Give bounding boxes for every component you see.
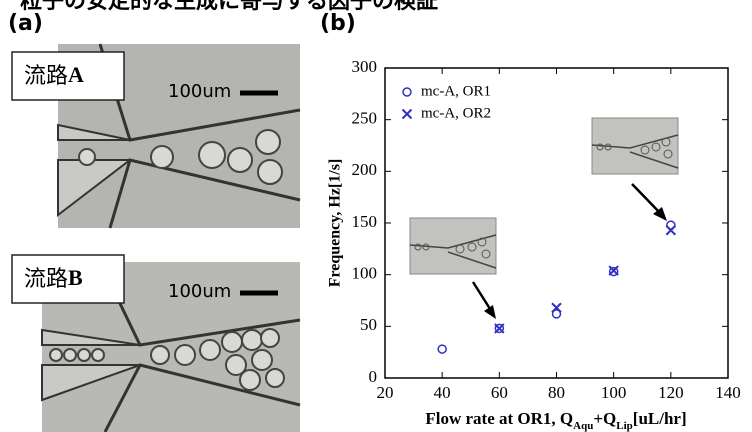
x-tick-label: 80 [548,383,565,402]
chart: Frequency, Hz[1/s] Flow rate at OR1, QAq… [327,57,741,432]
scale-label: 100um [168,281,231,302]
x-tick-label: 40 [434,383,451,402]
y-tick-label: 300 [352,57,378,76]
panel-label: (b) [320,11,356,36]
marker [665,225,677,236]
y-tick-label: 200 [352,160,378,179]
y-tick-label: 50 [360,315,377,334]
x-axis-label: Flow rate at OR1, QAqu+QLip[uL/hr] [425,409,686,432]
x-tick-label: 140 [715,383,741,402]
marker [494,323,505,334]
y-tick-label: 250 [352,109,378,128]
image-label: 流路B [24,265,83,292]
y-tick-label: 0 [369,367,378,386]
x-tick-label: 100 [601,383,627,402]
panel-label: (a) [8,11,43,36]
x-tick-label: 120 [658,383,684,402]
image-label: 流路A [24,62,84,89]
legend-label: mc-A, OR1 [421,83,491,99]
x-tick-label: 20 [377,383,394,402]
marker [608,266,619,277]
label-box [11,254,125,304]
y-tick-label: 150 [352,212,378,231]
micrograph [57,43,301,229]
legend-marker [401,108,413,120]
x-tick-label: 60 [491,383,508,402]
y-axis-label: Frequency, Hz[1/s] [327,159,344,288]
marker [551,309,562,319]
scale-label: 100um [168,81,231,102]
marker [437,344,447,354]
inset-image [591,117,679,221]
y-tick-label: 100 [352,264,378,283]
marker [608,265,619,276]
legend-marker [402,87,412,97]
legend-label: mc-A, OR2 [421,105,491,121]
marker [551,302,562,313]
label-box [11,51,125,101]
marker [494,323,505,334]
page-title: 粒子の安定的な生成に寄与する因子の検証 [20,0,438,14]
inset-image [409,217,497,319]
